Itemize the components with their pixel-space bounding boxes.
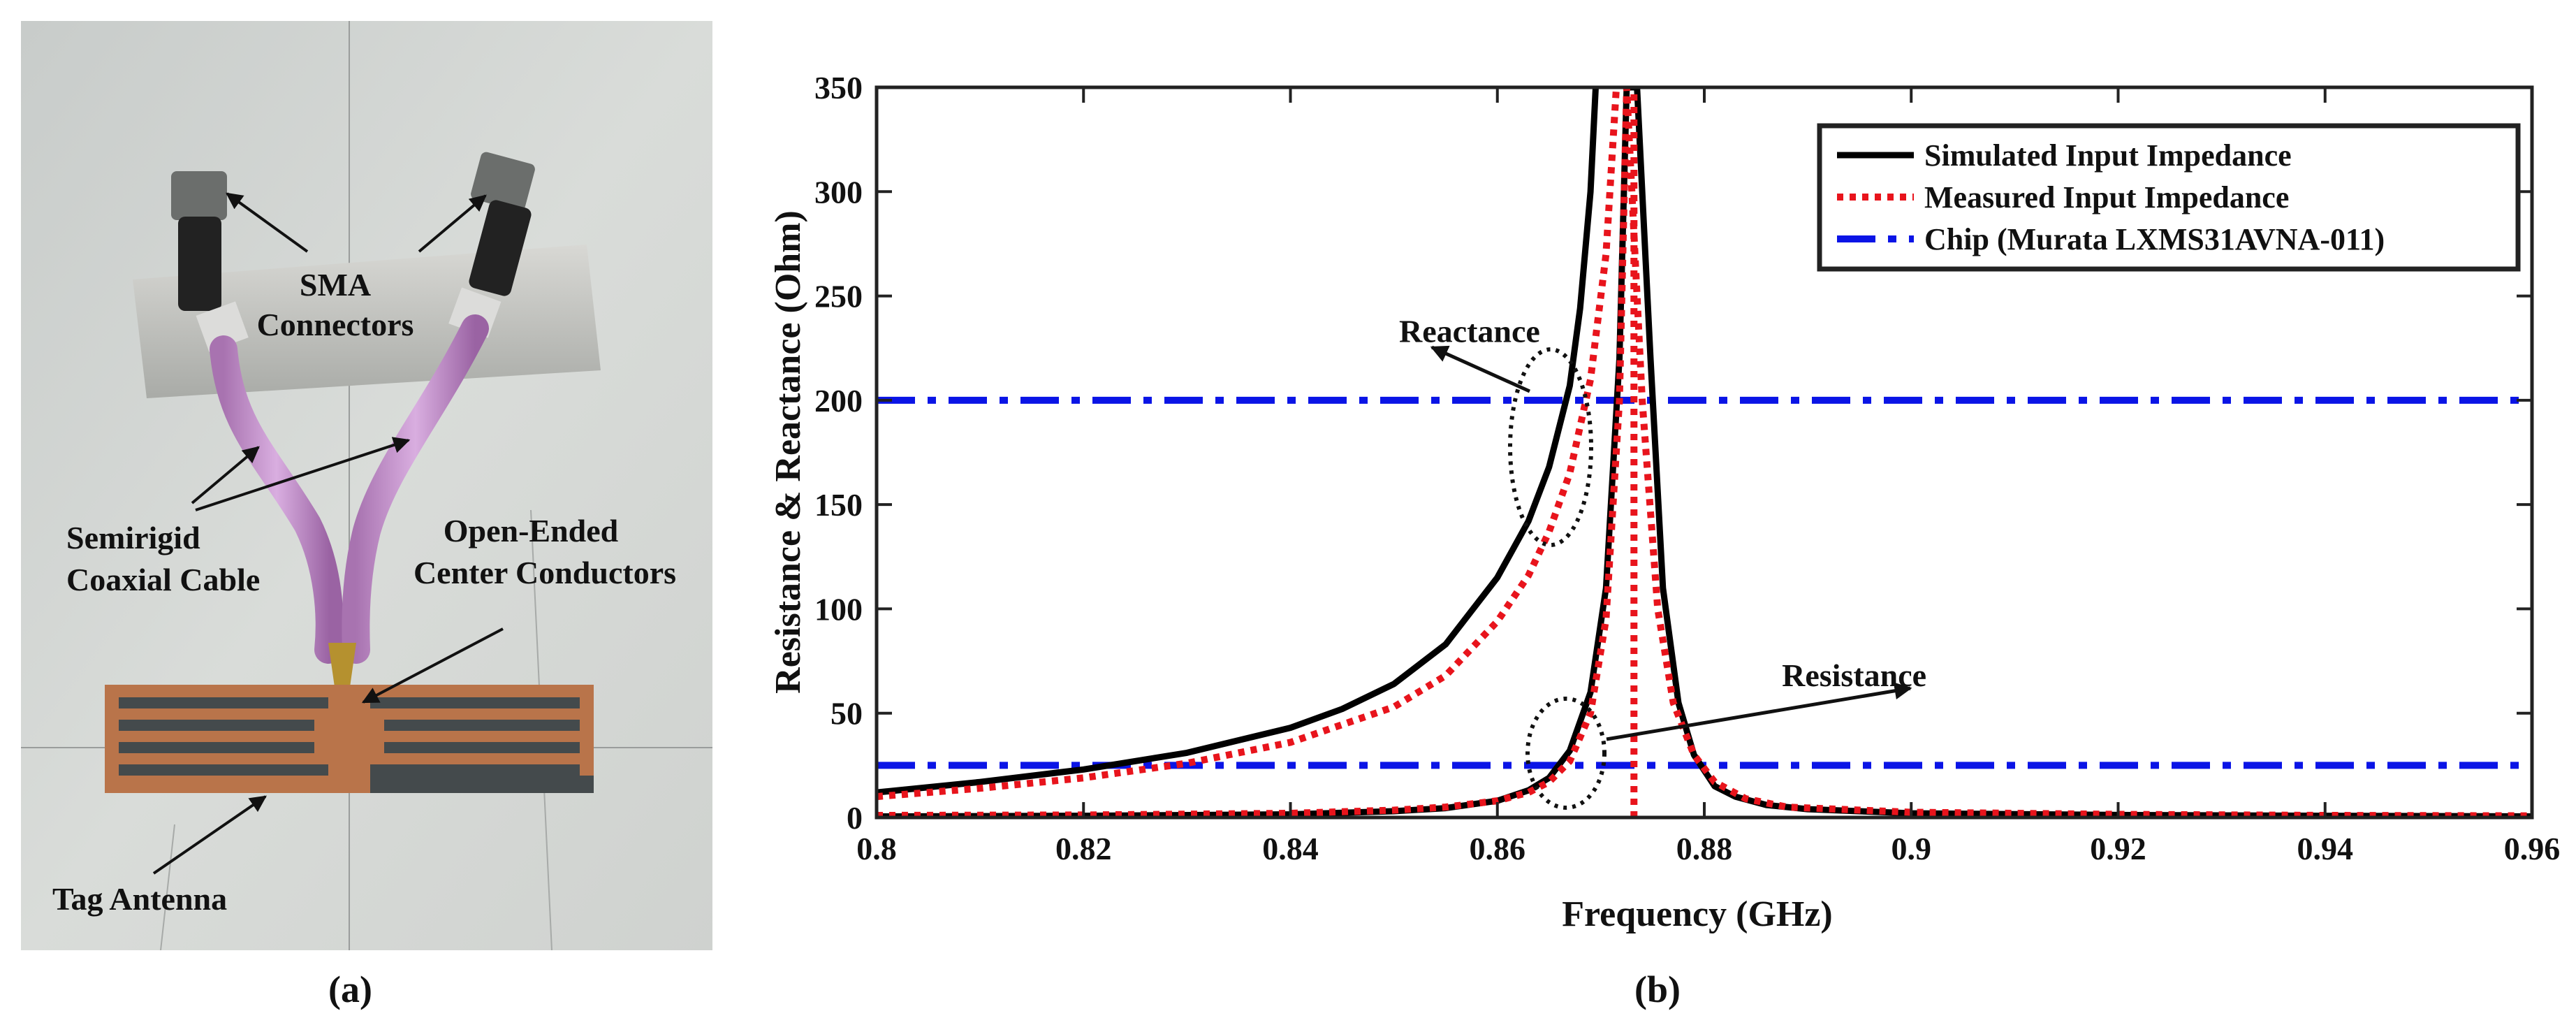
x-tick-label: 0.84	[1262, 831, 1319, 866]
x-axis-label: Frequency (GHz)	[1562, 894, 1833, 934]
tag-antenna-label: Tag Antenna	[52, 881, 227, 917]
x-tick-label: 0.86	[1470, 831, 1526, 866]
photo-caption: (a)	[328, 968, 372, 1010]
photo-arrows	[152, 192, 504, 875]
legend-box	[1817, 123, 2521, 272]
resistance-annotation: Resistance	[1782, 657, 1926, 693]
coaxial-cable-right	[342, 314, 489, 664]
resistance-arrow	[1606, 682, 1912, 741]
sma-label-line2: Connectors	[257, 307, 414, 342]
resistance-highlight-ellipse	[1525, 697, 1607, 810]
series-measured-resistance	[877, 87, 2532, 817]
photo-panel: SMA Connectors Semirigid Coaxial Cable O…	[21, 21, 712, 950]
x-tick-label: 0.88	[1676, 831, 1733, 866]
y-tick-label: 100	[814, 591, 863, 627]
x-tick-label: 0.9	[1891, 831, 1932, 866]
y-tick-label: 350	[814, 70, 863, 106]
x-tick-label: 0.82	[1055, 831, 1112, 866]
y-tick-label: 150	[814, 487, 863, 523]
legend-entry: Simulated Input Impedance	[1924, 138, 2292, 173]
sma-connector-left	[171, 171, 249, 352]
series-simulated-resistance	[877, 87, 2532, 817]
coaxial-cable-left	[210, 335, 344, 664]
reactance-annotation: Reactance	[1399, 313, 1540, 349]
cable-label-line2: Coaxial Cable	[66, 562, 260, 597]
x-tick-label: 0.8	[856, 831, 897, 866]
conductors-label-line1: Open-Ended	[444, 513, 619, 548]
series-simulated-reactance	[877, 87, 1599, 796]
y-tick-label: 50	[830, 696, 863, 732]
x-tick-label: 0.92	[2090, 831, 2146, 866]
y-tick-label: 250	[814, 279, 863, 314]
y-tick-label: 300	[814, 174, 863, 210]
legend-entry: Chip (Murata LXMS31AVNA-011)	[1924, 222, 2385, 256]
conductors-label-line2: Center Conductors	[414, 555, 676, 590]
reactance-highlight-ellipse	[1508, 347, 1593, 547]
tag-antenna	[105, 685, 594, 793]
highlight-ellipses	[1430, 345, 1912, 810]
y-axis-label: Resistance & Reactance (Ohm)	[768, 210, 808, 694]
photo-background	[21, 21, 712, 950]
y-tick-label: 0	[847, 800, 863, 836]
sma-label-line1: SMA	[300, 267, 371, 303]
x-tick-label: 0.94	[2297, 831, 2354, 866]
reactance-arrow	[1430, 345, 1531, 393]
y-tick-label: 200	[814, 383, 863, 419]
grid-line	[160, 824, 175, 950]
chart-caption: (b)	[1634, 968, 1681, 1010]
cable-label-line1: Semirigid	[66, 520, 200, 555]
legend-entry: Measured Input Impedance	[1924, 180, 2289, 215]
x-tick-label: 0.96	[2504, 831, 2561, 866]
solder-joint	[328, 643, 356, 692]
